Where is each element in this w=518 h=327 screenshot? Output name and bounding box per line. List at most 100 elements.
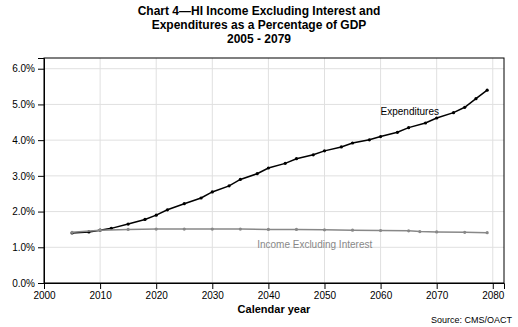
x-tick-label: 2030	[202, 290, 225, 301]
title-line: Expenditures as a Percentage of GDP	[152, 18, 367, 32]
series-marker	[368, 138, 371, 141]
y-tick: 2.0%	[12, 206, 44, 217]
series-marker	[295, 228, 298, 231]
x-tick: 2080	[482, 283, 505, 301]
series-marker	[295, 157, 298, 160]
series-marker	[127, 228, 130, 231]
x-tick: 2070	[426, 283, 449, 301]
series-marker	[183, 202, 186, 205]
x-tick-mark	[493, 283, 494, 289]
x-axis: 200020102020203020402050206020702080	[33, 283, 504, 301]
x-tick-label: 2080	[482, 290, 505, 301]
y-axis: 0.0%1.0%2.0%3.0%4.0%5.0%6.0%	[12, 59, 44, 289]
series-line	[72, 90, 487, 233]
grid-line-x	[492, 58, 493, 283]
y-tick-mark	[38, 212, 44, 213]
series-marker	[239, 227, 242, 230]
x-tick: 2030	[202, 283, 225, 301]
series-marker	[228, 184, 231, 187]
series-marker	[418, 230, 421, 233]
x-axis-line	[45, 284, 505, 290]
annotation: Income Excluding Interest	[257, 239, 372, 250]
x-tick-mark	[381, 283, 382, 289]
series-marker	[127, 222, 130, 225]
y-tick-label: 0.0%	[12, 278, 35, 289]
y-tick: 4.0%	[12, 135, 44, 146]
grid-line-x	[212, 58, 213, 283]
source-note: Source: CMS/OACT	[431, 315, 513, 325]
series-marker	[396, 131, 399, 134]
series-marker	[70, 231, 73, 234]
x-tick-label: 2010	[89, 290, 112, 301]
chart: Chart 4—HI Income Excluding Interest and…	[0, 0, 518, 327]
y-tick-label: 3.0%	[12, 171, 35, 182]
grid-line-x	[380, 58, 381, 283]
y-tick-mark	[38, 283, 44, 284]
plot: 2000201020202030204020502060207020800.0%…	[12, 58, 505, 301]
x-tick-mark	[268, 283, 269, 289]
series-marker	[424, 121, 427, 124]
series-marker	[407, 229, 410, 232]
series-marker	[486, 89, 489, 92]
grid-line-x	[156, 58, 157, 283]
annotation: Expenditures	[381, 106, 439, 117]
grid-line-y	[44, 140, 504, 141]
series-marker	[452, 111, 455, 114]
series-marker	[379, 229, 382, 232]
y-tick-label: 5.0%	[12, 99, 35, 110]
x-tick-label: 2060	[370, 290, 393, 301]
x-tick: 2000	[33, 283, 56, 301]
grid-line-y	[44, 211, 504, 212]
x-tick: 2040	[258, 283, 281, 301]
grid-line-y	[44, 104, 504, 105]
x-tick: 2010	[89, 283, 112, 301]
x-tick-label: 2070	[426, 290, 449, 301]
y-tick-mark	[38, 247, 44, 248]
grid-line-y	[44, 68, 504, 69]
x-tick-mark	[212, 283, 213, 289]
series-marker	[70, 231, 73, 234]
series-marker	[239, 178, 242, 181]
series-marker	[312, 153, 315, 156]
title: Chart 4—HI Income Excluding Interest and…	[138, 4, 381, 46]
series-marker	[323, 149, 326, 152]
y-tick: 0.0%	[12, 278, 44, 289]
y-tick-mark	[38, 104, 44, 105]
series-marker	[155, 227, 158, 230]
series-marker	[143, 218, 146, 221]
series-marker	[351, 141, 354, 144]
series-marker	[463, 106, 466, 109]
x-tick: 2050	[314, 283, 337, 301]
x-tick: 2060	[370, 283, 393, 301]
marks	[70, 89, 488, 235]
y-tick-mark	[38, 140, 44, 141]
grid-line-x	[436, 58, 437, 283]
x-tick-label: 2000	[33, 290, 56, 301]
series-marker	[351, 229, 354, 232]
x-tick-mark	[324, 283, 325, 289]
series-marker	[211, 190, 214, 193]
grid-line-x	[100, 58, 101, 283]
series-marker	[463, 231, 466, 234]
series-marker	[166, 208, 169, 211]
series-marker	[284, 162, 287, 165]
y-tick-label: 4.0%	[12, 135, 35, 146]
x-tick-mark	[437, 283, 438, 289]
series-marker	[486, 231, 489, 234]
series-marker	[256, 172, 259, 175]
y-tick-label: 2.0%	[12, 206, 35, 217]
series-marker	[199, 196, 202, 199]
x-tick-label: 2040	[258, 290, 281, 301]
x-tick-mark	[156, 283, 157, 289]
series-marker	[211, 227, 214, 230]
series-line	[72, 229, 487, 233]
title-line: 2005 - 2079	[227, 32, 291, 46]
plot-frame	[44, 58, 504, 283]
grid	[44, 58, 504, 283]
y-tick-label: 6.0%	[12, 63, 35, 74]
y-tick-mark	[38, 176, 44, 177]
series-marker	[183, 227, 186, 230]
series-marker	[267, 166, 270, 169]
series-marker	[379, 135, 382, 138]
series-marker	[267, 228, 270, 231]
